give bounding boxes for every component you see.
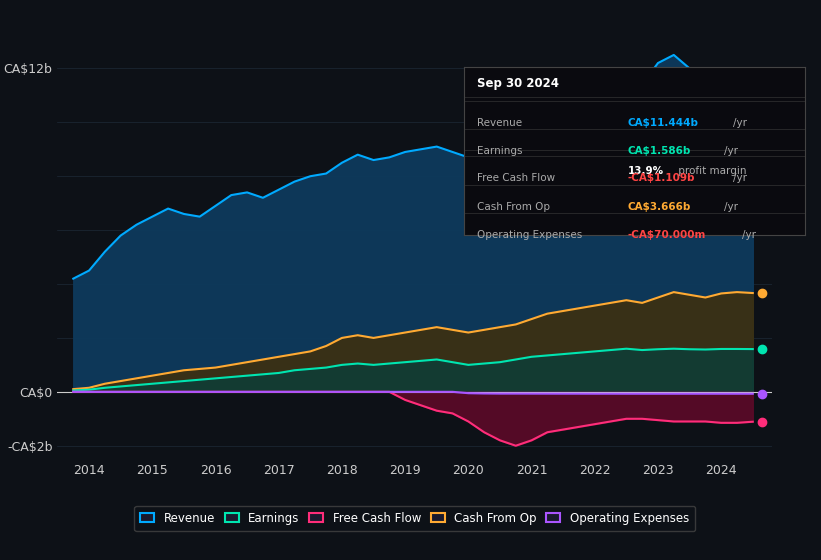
Text: 13.9%: 13.9% [627,166,663,176]
Text: CA$11.444b: CA$11.444b [627,118,699,128]
Text: /yr: /yr [733,118,747,128]
Text: Free Cash Flow: Free Cash Flow [478,173,556,183]
Text: Operating Expenses: Operating Expenses [478,230,583,240]
Text: Revenue: Revenue [478,118,523,128]
Text: Sep 30 2024: Sep 30 2024 [478,77,559,90]
Text: CA$1.586b: CA$1.586b [627,146,690,156]
Text: /yr: /yr [724,146,738,156]
Text: /yr: /yr [724,202,738,212]
Text: Cash From Op: Cash From Op [478,202,551,212]
Text: /yr: /yr [742,230,756,240]
Text: CA$3.666b: CA$3.666b [627,202,690,212]
Text: -CA$1.109b: -CA$1.109b [627,173,695,183]
Legend: Revenue, Earnings, Free Cash Flow, Cash From Op, Operating Expenses: Revenue, Earnings, Free Cash Flow, Cash … [135,506,695,531]
Text: /yr: /yr [733,173,747,183]
Text: Earnings: Earnings [478,146,523,156]
Text: -CA$70.000m: -CA$70.000m [627,230,706,240]
Text: profit margin: profit margin [675,166,746,176]
